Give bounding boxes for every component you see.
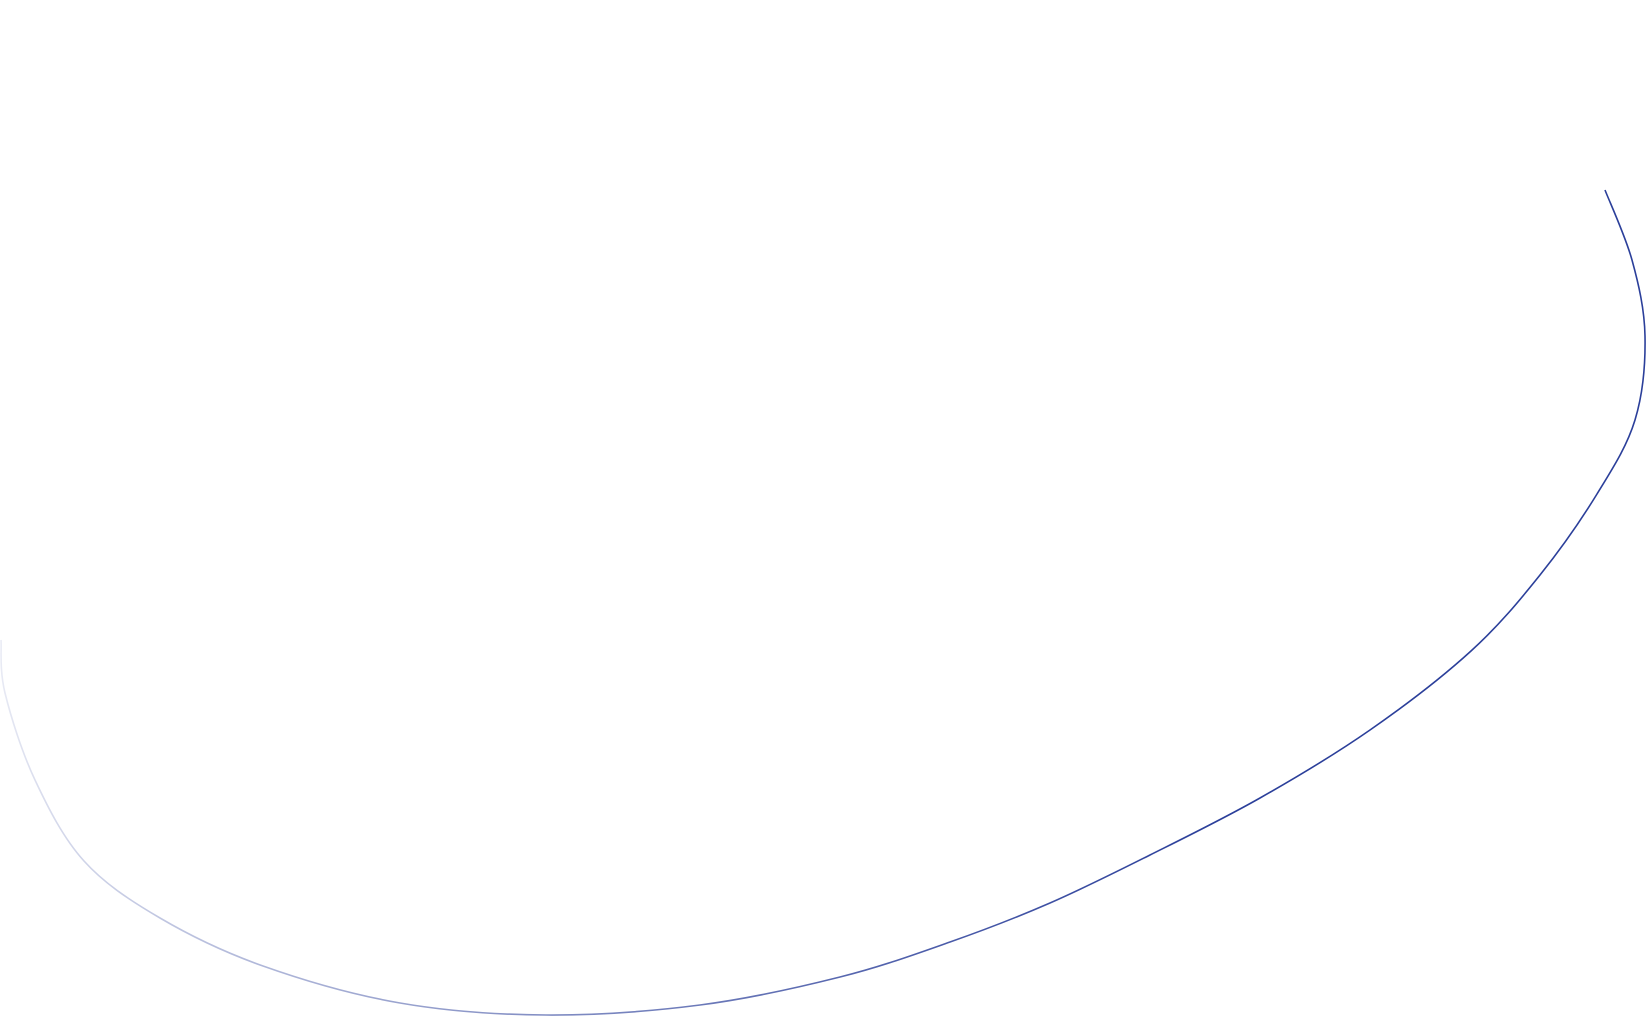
decorative-ellipse-arc — [0, 189, 1646, 1016]
